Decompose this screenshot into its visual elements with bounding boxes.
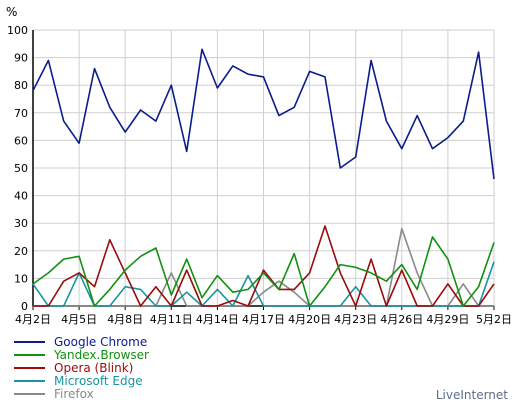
legend-label-google-chrome: Google Chrome	[54, 335, 147, 349]
series-line-yandex-browser	[32, 236, 495, 307]
y-tick-label: 0	[21, 300, 28, 313]
x-tick-label: 4月14日	[196, 313, 239, 326]
y-tick-label: 80	[14, 79, 28, 92]
y-tick-label: 40	[14, 190, 28, 203]
y-tick-label: 90	[14, 52, 28, 65]
series-line-google-chrome	[32, 48, 495, 180]
x-tick-label: 4月2日	[15, 313, 51, 326]
y-tick-label: 20	[14, 245, 28, 258]
x-tick-labels: 4月2日 4月5日 4月8日 4月11日 4月14日 4月17日 4月20日 4月23日 4月2…	[15, 313, 512, 326]
legend-label-microsoft-edge: Microsoft Edge	[54, 374, 143, 388]
y-tick-label: 100	[7, 24, 28, 37]
x-tick-label: 5月2日	[476, 313, 512, 326]
grid-layer	[33, 29, 495, 306]
x-tick-label: 4月17日	[242, 313, 285, 326]
y-tick-label: 50	[14, 162, 28, 175]
liveinternet-brand-label: LiveInternet	[436, 388, 508, 402]
x-tick-label: 4月5日	[61, 313, 97, 326]
y-tick-label: 70	[14, 107, 28, 120]
y-tick-label: 10	[14, 272, 28, 285]
x-tick-label: 4月20日	[288, 313, 331, 326]
series-layer	[32, 48, 495, 307]
y-tick-label: 60	[14, 134, 28, 147]
y-tick-labels: 0 10 20 30 40 50 60 70 80 90 100	[7, 24, 28, 313]
y-axis-unit-label: %	[6, 5, 17, 19]
x-tick-label: 4月11日	[150, 313, 193, 326]
x-tick-label: 4月29日	[426, 313, 469, 326]
x-tick-label: 4月8日	[107, 313, 143, 326]
legend-label-firefox: Firefox	[54, 387, 94, 401]
x-tick-label: 4月23日	[334, 313, 377, 326]
y-tick-label: 30	[14, 217, 28, 230]
series-line-opera-blink	[33, 225, 495, 307]
legend-label-yandex-browser: Yandex.Browser	[53, 348, 149, 362]
legend-label-opera-blink: Opera (Blink)	[54, 361, 133, 375]
x-tick-label: 4月26日	[380, 313, 423, 326]
